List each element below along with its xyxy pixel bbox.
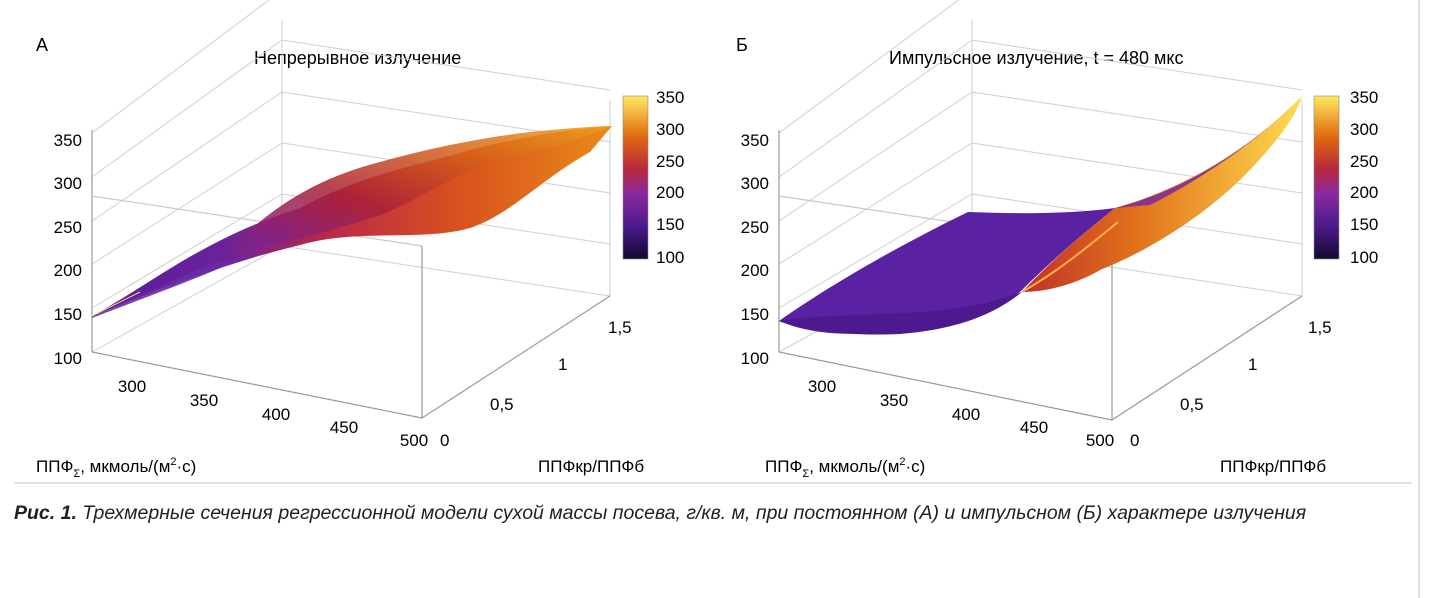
a-x0-label: 300 bbox=[118, 377, 146, 396]
figure-caption-text: Трехмерные сечения регрессионной модели … bbox=[82, 502, 1307, 524]
b-z5-label: 350 bbox=[741, 131, 769, 150]
a-y0-label: 0 bbox=[440, 431, 449, 450]
b-y0-label: 0 bbox=[1130, 431, 1139, 450]
figure-charts: А Непрерывное излучение bbox=[36, 0, 1378, 480]
panel-a-surface bbox=[91, 126, 612, 318]
b-c5-label: 100 bbox=[1350, 248, 1378, 267]
a-x1-label: 350 bbox=[190, 391, 218, 410]
panel-a-x-label: ППФΣ, мкмоль/(м2·с) bbox=[36, 456, 196, 480]
panel-b-colorbar bbox=[1313, 95, 1340, 260]
a-x2-label: 400 bbox=[262, 405, 290, 424]
a-title-label: Непрерывное излучение bbox=[254, 48, 461, 68]
b-y3-label: 1,5 bbox=[1308, 318, 1332, 337]
b-z3-label: 250 bbox=[741, 218, 769, 237]
b-letter-label: Б bbox=[736, 35, 748, 55]
a-c0-label: 350 bbox=[656, 88, 684, 107]
b-y1-label: 0,5 bbox=[1180, 395, 1204, 414]
figure-caption-label: Рис. 1. bbox=[14, 502, 77, 524]
b-c2-label: 250 bbox=[1350, 152, 1378, 171]
b-x1-label: 350 bbox=[880, 391, 908, 410]
figure-caption: Рис. 1. Трехмерные сечения регрессионной… bbox=[14, 499, 1404, 527]
panel-b-colorbar-ticks: 350 300 250 200 150 100 bbox=[1350, 88, 1378, 267]
panel-b-surface bbox=[779, 96, 1302, 335]
a-x4-label: 500 bbox=[400, 431, 428, 450]
b-c1-label: 300 bbox=[1350, 120, 1378, 139]
panel-b: Б Импульсное излучение, t = 480 мкс bbox=[736, 0, 1378, 480]
a-z3-label: 250 bbox=[54, 218, 82, 237]
panel-b-x-ticks: 300 350 400 450 500 bbox=[808, 377, 1114, 450]
panel-a-colorbar bbox=[622, 95, 649, 260]
a-z5-label: 350 bbox=[54, 131, 82, 150]
panel-b-grid bbox=[778, 0, 1303, 353]
b-z2-label: 200 bbox=[741, 261, 769, 280]
a-z0-label: 100 bbox=[54, 349, 82, 368]
a-c3-label: 200 bbox=[656, 183, 684, 202]
a-c4-label: 150 bbox=[656, 215, 684, 234]
panel-a: А Непрерывное излучение bbox=[36, 0, 684, 480]
a-z1-label: 150 bbox=[54, 305, 82, 324]
a-z4-label: 300 bbox=[54, 174, 82, 193]
panel-a-x-ticks: 300 350 400 450 500 bbox=[118, 377, 428, 450]
panel-a-z-ticks: 350 300 250 200 150 100 bbox=[54, 131, 82, 368]
a-y3-label: 1,5 bbox=[608, 318, 632, 337]
b-x4-label: 500 bbox=[1086, 431, 1114, 450]
b-c4-label: 150 bbox=[1350, 215, 1378, 234]
b-z0-label: 100 bbox=[741, 349, 769, 368]
b-z4-label: 300 bbox=[741, 174, 769, 193]
b-y2-label: 1 bbox=[1248, 355, 1257, 374]
panel-a-axes bbox=[91, 130, 611, 419]
panel-b-z-ticks: 350 300 250 200 150 100 bbox=[741, 131, 769, 368]
a-z2-label: 200 bbox=[54, 261, 82, 280]
b-ylabel-label: ППФкр/ППФб bbox=[1220, 457, 1326, 476]
a-c2-label: 250 bbox=[656, 152, 684, 171]
a-c1-label: 300 bbox=[656, 120, 684, 139]
a-letter-label: А bbox=[36, 35, 48, 55]
a-c5-label: 100 bbox=[656, 248, 684, 267]
b-c3-label: 200 bbox=[1350, 183, 1378, 202]
caption-divider bbox=[14, 482, 1412, 484]
a-ylabel-label: ППФкр/ППФб bbox=[538, 457, 644, 476]
a-y1-label: 0,5 bbox=[490, 395, 514, 414]
b-c0-label: 350 bbox=[1350, 88, 1378, 107]
panel-a-colorbar-ticks: 350 300 250 200 150 100 bbox=[656, 88, 684, 267]
b-x3-label: 450 bbox=[1020, 418, 1048, 437]
b-title-label: Импульсное излучение, t = 480 мкс bbox=[889, 48, 1184, 68]
b-x0-label: 300 bbox=[808, 377, 836, 396]
panel-b-y-ticks: 0 0,5 1 1,5 bbox=[1130, 318, 1332, 450]
a-y2-label: 1 bbox=[558, 355, 567, 374]
panel-b-x-label: ППФΣ, мкмоль/(м2·с) bbox=[765, 456, 925, 480]
panel-a-y-ticks: 0 0,5 1 1,5 bbox=[440, 318, 632, 450]
b-z1-label: 150 bbox=[741, 305, 769, 324]
b-x2-label: 400 bbox=[952, 405, 980, 424]
a-x3-label: 450 bbox=[330, 418, 358, 437]
